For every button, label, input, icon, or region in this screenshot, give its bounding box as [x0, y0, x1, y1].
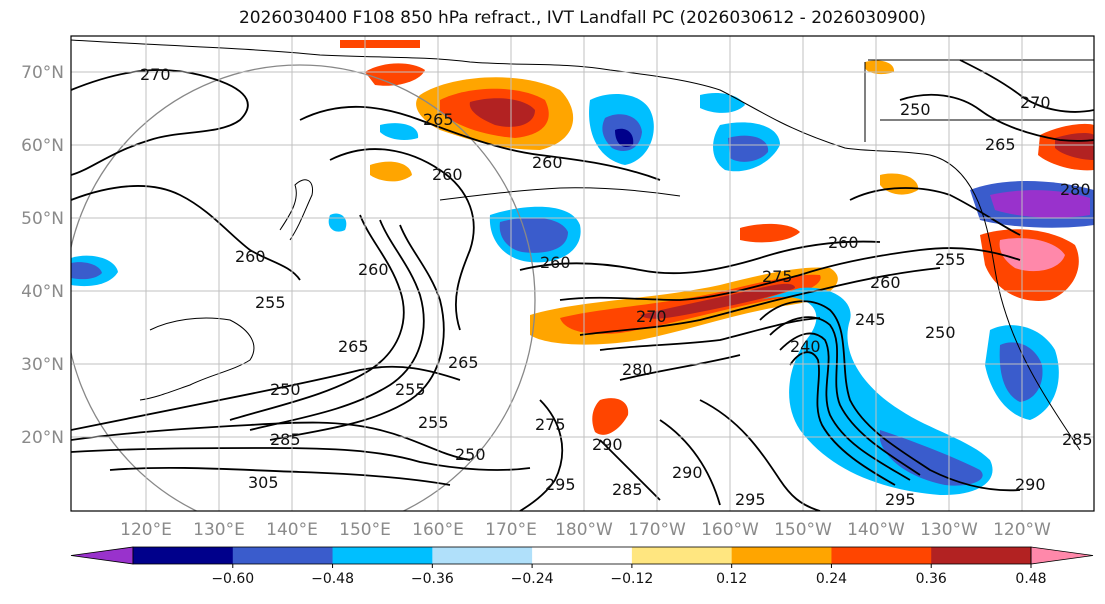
contour-label: 255 [935, 250, 966, 269]
contour-label: 260 [828, 233, 859, 252]
contour-label: 285 [270, 430, 301, 449]
coastlines [71, 39, 1094, 451]
lat-label: 70°N [21, 63, 64, 83]
lon-label: 120°E [120, 520, 172, 540]
lat-label: 60°N [21, 136, 64, 156]
colorbar-segment [232, 547, 334, 564]
contour-labels: 270 265 260 260 260 255 260 265 265 255 … [140, 65, 1093, 509]
contour-label: 275 [762, 267, 793, 286]
contour-label: 280 [1060, 180, 1091, 199]
contour-label: 255 [418, 413, 449, 432]
contour-label: 275 [535, 415, 566, 434]
map-title: 2026030400 F108 850 hPa refract., IVT La… [238, 8, 926, 28]
colorbar-tick-label: 0.48 [1015, 571, 1046, 587]
lat-label: 20°N [21, 428, 64, 448]
lon-label: 170°W [628, 520, 686, 540]
lon-label: 160°E [412, 520, 464, 540]
colorbar-extend-low [70, 546, 134, 565]
contour-label: 290 [672, 463, 703, 482]
contour-label: 270 [1020, 93, 1051, 112]
contour-label: 295 [885, 490, 916, 509]
colorbar-segment [831, 547, 932, 564]
contour-label: 290 [1015, 475, 1046, 494]
contour-label: 295 [735, 490, 766, 509]
contour-label: 250 [925, 323, 956, 342]
colorbar-tick-label: 0.12 [716, 571, 747, 587]
lon-label: 150°W [774, 520, 832, 540]
contour-label: 305 [248, 473, 279, 492]
lon-label: 150°E [339, 520, 391, 540]
range-circle [71, 64, 536, 511]
contour-label: 260 [235, 247, 266, 266]
lon-label: 120°W [993, 520, 1051, 540]
latitude-labels: 70°N 60°N 50°N 40°N 30°N 20°N [21, 63, 64, 448]
lat-label: 50°N [21, 209, 64, 229]
contour-label: 285 [1062, 430, 1093, 449]
contour-label: 245 [855, 310, 886, 329]
contour-label: 255 [395, 380, 426, 399]
colorbar-tick-label: −0.36 [411, 571, 454, 587]
colorbar-segment [332, 547, 433, 564]
colorbar-segment [931, 547, 1032, 564]
contour-label: 270 [636, 307, 667, 326]
gridlines [71, 36, 1094, 511]
colorbar-ticks: −0.60 −0.48 −0.36 −0.24 −0.12 0.12 0.24 0.36 0.4… [211, 564, 1047, 587]
colorbar-tick-label: −0.48 [311, 571, 354, 587]
plot-frame [70, 35, 1095, 512]
colorbar: −0.60 −0.48 −0.36 −0.24 −0.12 0.12 0.24 0.36 0.4… [70, 546, 1094, 587]
lon-label: 130°W [920, 520, 978, 540]
colorbar-segments [70, 546, 1094, 565]
contour-label: 285 [612, 480, 643, 499]
contour-label: 265 [985, 135, 1016, 154]
lon-label: 170°E [485, 520, 537, 540]
contour-label: 265 [338, 337, 369, 356]
contour-label: 250 [900, 100, 931, 119]
lon-label: 180°W [555, 520, 613, 540]
colorbar-tick-label: 0.24 [816, 571, 847, 587]
lat-label: 40°N [21, 282, 64, 302]
lon-label: 140°W [847, 520, 905, 540]
contour-label: 250 [270, 380, 301, 399]
contour-label: 270 [140, 65, 171, 84]
contour-label: 265 [423, 110, 454, 129]
plot-content: 270 265 260 260 260 255 260 265 265 255 … [71, 36, 1094, 511]
colorbar-tick-label: −0.24 [511, 571, 554, 587]
contour-label: 290 [592, 435, 623, 454]
contour-label: 265 [448, 353, 479, 372]
colorbar-tick-label: −0.60 [211, 571, 254, 587]
contour-label: 260 [432, 165, 463, 184]
contour-label: 255 [255, 293, 286, 312]
contour-label: 295 [545, 475, 576, 494]
colorbar-extend-high [1030, 546, 1094, 565]
colorbar-outline [132, 546, 1032, 565]
longitude-labels: 120°E 130°E 140°E 150°E 160°E 170°E 180°… [120, 520, 1051, 540]
lon-label: 160°W [701, 520, 759, 540]
colorbar-segment [133, 547, 234, 564]
contour-label: 280 [622, 360, 653, 379]
colorbar-segment [532, 547, 633, 564]
contour-label: 240 [790, 337, 821, 356]
colorbar-segment [631, 547, 733, 564]
lat-label: 30°N [21, 355, 64, 375]
contour-label: 260 [532, 153, 563, 172]
colorbar-segment [432, 547, 533, 564]
contour-label: 260 [870, 273, 901, 292]
colorbar-tick-label: −0.12 [610, 571, 653, 587]
shaded-field [71, 40, 1094, 496]
contour-lines [71, 59, 1094, 511]
contour-label: 250 [455, 445, 486, 464]
contour-label: 260 [540, 253, 571, 272]
lon-label: 140°E [266, 520, 318, 540]
contour-label: 260 [358, 260, 389, 279]
colorbar-tick-label: 0.36 [916, 571, 947, 587]
colorbar-segment [731, 547, 832, 564]
lon-label: 130°E [193, 520, 245, 540]
